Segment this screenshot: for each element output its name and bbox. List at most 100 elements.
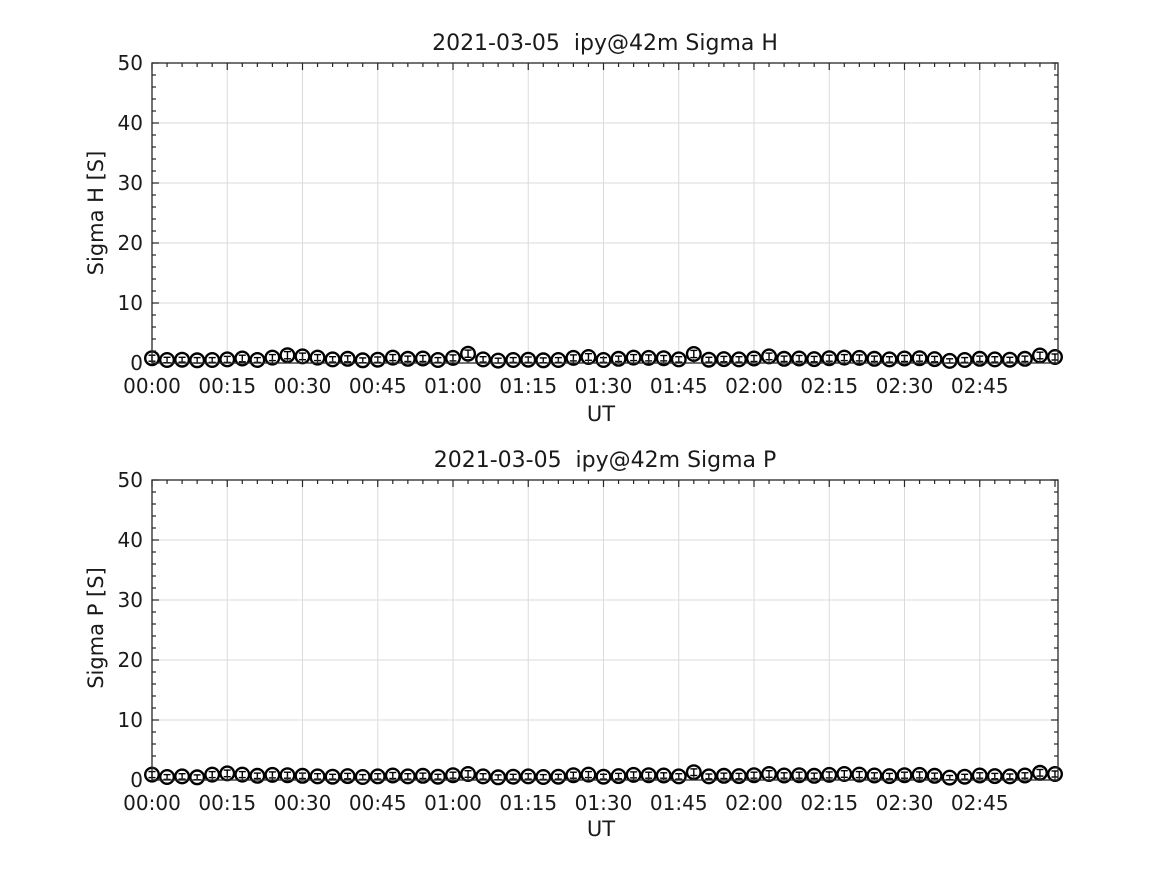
chart-sigma-h: 00:00 00:15 00:30 00:45 01:00 01:15 01:30 01:45… [118,51,1063,398]
x-tick-label: 02:30 [876,791,934,815]
data-point-marker [595,352,612,369]
data-point-marker [1046,349,1063,366]
data-point-marker [655,350,672,367]
data-point-marker [926,351,943,368]
y-tick-label: 40 [118,528,143,552]
x-tick-label: 01:15 [499,374,557,398]
x-tick-label: 02:00 [725,374,783,398]
x-tick-label: 02:30 [876,374,934,398]
data-point-marker [414,767,431,784]
data-point-marker [384,349,401,366]
data-point-marker [234,350,251,367]
data-point-marker [1001,768,1018,785]
data-point-marker [776,767,793,784]
data-point-marker [324,768,341,785]
data-point-marker [595,768,612,785]
data-point-marker [565,767,582,784]
data-point-marker [941,769,958,786]
data-point-marker [866,767,883,784]
x-tick-label: 01:00 [424,374,482,398]
data-point-marker [354,352,371,369]
data-point-marker [490,352,507,369]
data-point-marker [851,349,868,366]
x-tick-label: 00:00 [123,374,181,398]
x-tick-label: 00:00 [123,791,181,815]
x-tick-label: 01:45 [650,791,708,815]
data-point-marker [745,350,762,367]
y-tick-label: 0 [130,768,143,792]
data-point-marker [956,768,973,785]
data-point-marker [249,767,266,784]
y-tick-label: 50 [118,468,143,492]
data-point-marker [971,350,988,367]
error-bar [690,349,698,359]
data-point-marker [971,767,988,784]
data-point-marker [881,768,898,785]
plot-border [151,62,1059,364]
data-point-marker [550,768,567,785]
data-point-marker [550,352,567,369]
data-point-marker [1016,350,1033,367]
x-tick-label: 02:15 [800,374,858,398]
error-bar [1036,351,1044,360]
x-tick-label: 02:45 [951,374,1009,398]
y-tick-label: 30 [118,588,143,612]
error-bar [765,352,773,361]
data-point-marker [911,350,928,367]
chart-sigma-p: 00:00 00:15 00:30 00:45 01:00 01:15 01:30 01:45… [118,468,1063,815]
x-tick-label: 01:30 [575,374,633,398]
data-point-marker [670,351,687,368]
data-point-marker [715,351,732,368]
x-tick-label: 01:30 [575,791,633,815]
data-point-marker [399,350,416,367]
data-point-marker [791,767,808,784]
data-point-marker [264,349,281,366]
x-axis-label-sigma-p: UT [586,817,616,841]
data-point-marker [249,352,266,369]
data-point-marker [610,768,627,785]
data-point-marker [189,352,206,369]
data-point-marker [264,766,281,783]
x-tick-label: 01:15 [499,791,557,815]
data-point-marker [324,351,341,368]
x-tick-label: 02:45 [951,791,1009,815]
chart-title-sigma-h: 2021-03-05 ipy@42m Sigma H [432,31,778,56]
y-axis-label-sigma-p: Sigma P [S] [84,567,108,689]
data-point-marker [309,768,326,785]
data-point-marker [294,767,311,784]
y-tick-label: 30 [118,171,143,195]
x-tick-label: 00:15 [198,374,256,398]
data-point-marker [520,768,537,785]
data-point-marker [836,349,853,366]
y-tick-label: 50 [118,51,143,75]
data-point-marker [625,766,642,783]
data-point-marker [761,766,778,783]
data-point-marker [234,766,251,783]
data-point-marker [1001,351,1018,368]
data-point-marker [189,769,206,786]
data-point-marker [490,769,507,786]
data-point-marker [821,350,838,367]
x-tick-label: 01:45 [650,374,708,398]
x-tick-label: 00:45 [349,791,407,815]
data-point-marker [625,349,642,366]
data-point-marker [1016,767,1033,784]
data-point-marker [610,350,627,367]
data-point-marker [956,352,973,369]
error-bar [1036,768,1044,777]
data-point-marker [535,352,552,369]
data-point-marker [655,767,672,784]
data-point-marker [791,350,808,367]
data-point-marker [414,350,431,367]
x-axis-label-sigma-h: UT [586,402,616,426]
y-tick-label: 20 [118,648,143,672]
y-tick-label: 40 [118,111,143,135]
x-tick-label: 00:30 [274,374,332,398]
data-point-marker [174,351,191,368]
error-bar [283,350,291,360]
data-point-marker [926,767,943,784]
data-point-marker [475,768,492,785]
data-point-marker [369,768,386,785]
